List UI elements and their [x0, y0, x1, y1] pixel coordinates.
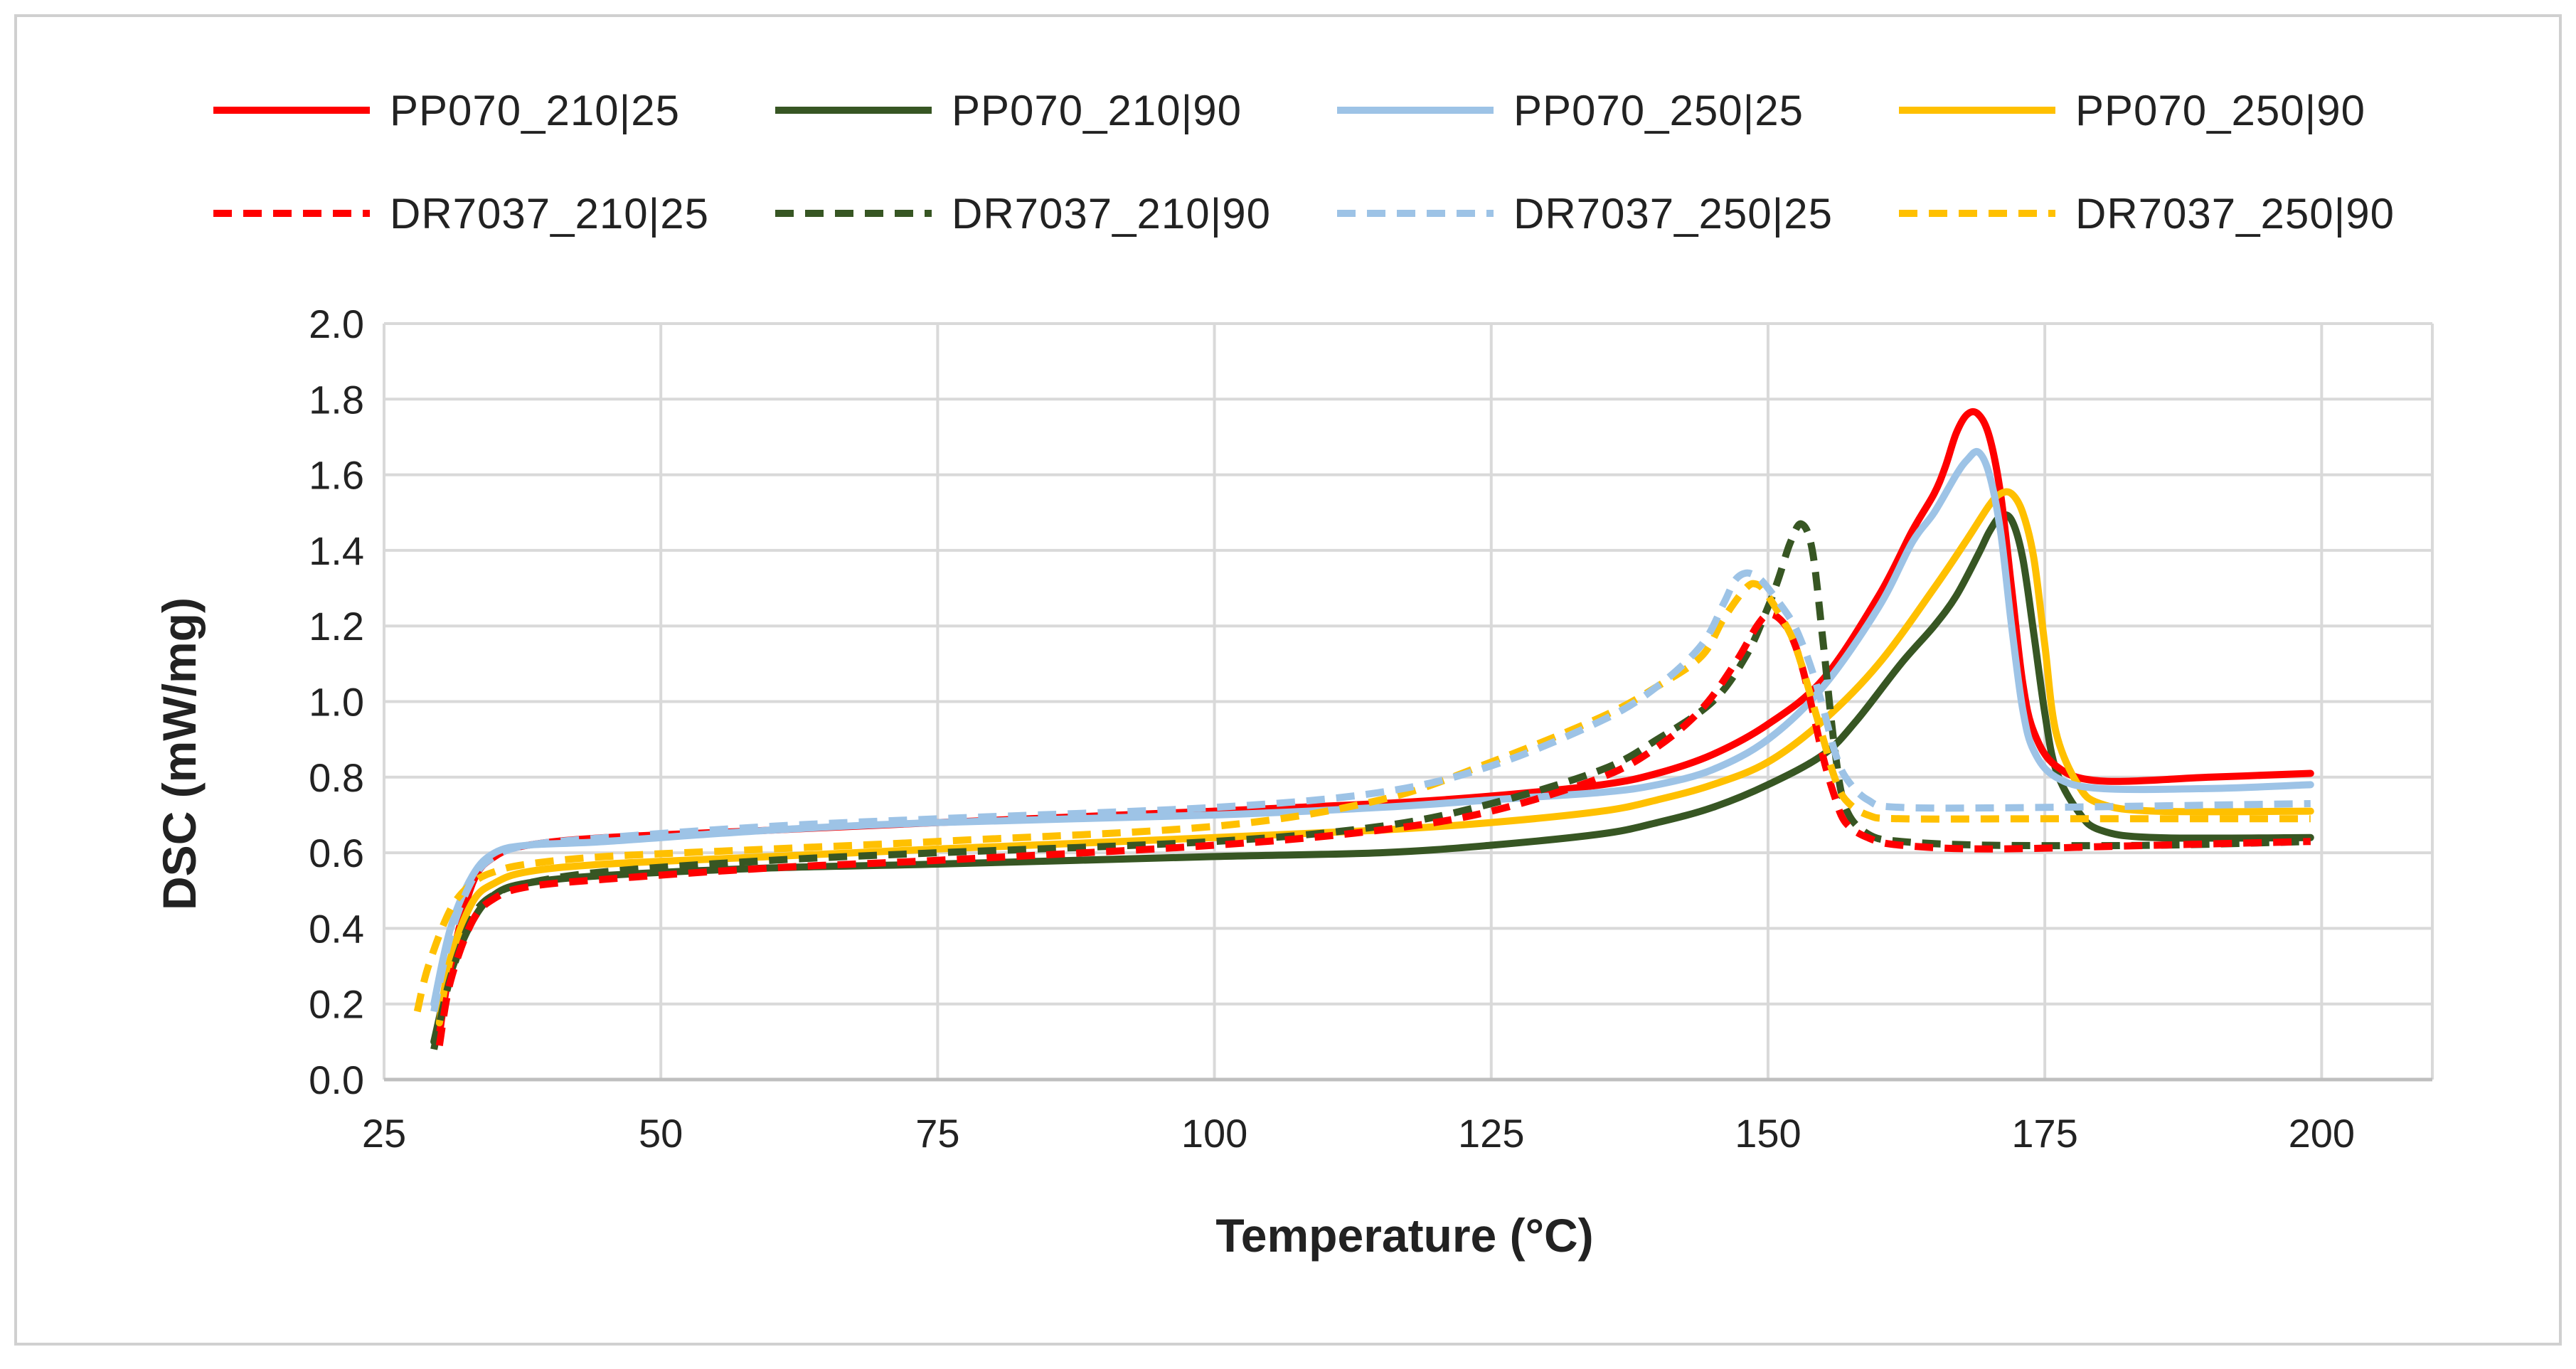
- series-line-pp070-250-25: [430, 447, 2314, 1008]
- legend: PP070_210|25 PP070_210|90 PP070_250|25 PP07…: [213, 87, 2395, 238]
- y-tick-label: 0.6: [309, 831, 364, 875]
- y-tick-label: 1.4: [309, 528, 364, 573]
- y-tick-label: 0.4: [309, 906, 364, 951]
- y-axis-title: DSC (mW/mg): [153, 597, 206, 910]
- x-tick-label: 25: [362, 1111, 406, 1156]
- series-line-dr7037-210-25: [435, 610, 2311, 1047]
- data-series: [413, 407, 2314, 1050]
- y-tick-label: 1.6: [309, 453, 364, 498]
- x-tick-label: 100: [1181, 1111, 1247, 1156]
- y-tick-label: 1.8: [309, 377, 364, 422]
- legend-label: DR7037_250|90: [2075, 190, 2395, 238]
- legend-label: PP070_210|90: [952, 87, 1242, 134]
- y-tick-label: 0.2: [309, 982, 364, 1027]
- x-tick-label: 75: [915, 1111, 959, 1156]
- series-line-dr7037-250-25: [430, 569, 2311, 1013]
- chart-frame: [14, 14, 2562, 1346]
- y-tick-label: 1.2: [309, 604, 364, 649]
- legend-label: PP070_250|90: [2075, 87, 2365, 134]
- x-tick-label: 50: [639, 1111, 683, 1156]
- x-tick-label: 200: [2289, 1111, 2355, 1156]
- axes: 0.0 0.2 0.4 0.6 0.8 1.0 1.2 1.4 1.6 1.8 2.0 25 50 75 1…: [309, 302, 2432, 1156]
- legend-label: PP070_210|25: [390, 87, 680, 134]
- x-tick-label: 150: [1735, 1111, 1801, 1156]
- series-line-pp070-210-90: [430, 511, 2314, 1045]
- x-tick-label: 125: [1458, 1111, 1524, 1156]
- legend-label: DR7037_210|25: [390, 190, 709, 238]
- x-tick-label: 175: [2011, 1111, 2077, 1156]
- y-tick-label: 0.8: [309, 755, 364, 800]
- y-tick-label: 1.0: [309, 680, 364, 725]
- y-tick-label: 2.0: [309, 302, 364, 346]
- x-axis-title: Temperature (°C): [1215, 1209, 1593, 1262]
- legend-label: DR7037_250|25: [1513, 190, 1833, 238]
- legend-label: PP070_250|25: [1513, 87, 1804, 134]
- legend-label: DR7037_210|90: [952, 190, 1271, 238]
- series-line-pp070-250-90: [435, 488, 2314, 1027]
- y-tick-label: 0.0: [309, 1058, 364, 1102]
